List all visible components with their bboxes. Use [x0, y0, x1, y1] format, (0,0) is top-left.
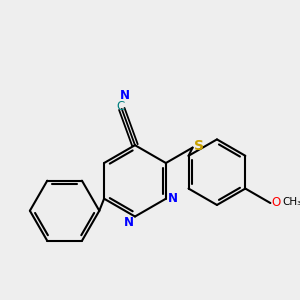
- Text: O: O: [272, 196, 281, 208]
- Text: N: N: [124, 216, 134, 229]
- Text: S: S: [194, 139, 204, 153]
- Text: CH₃: CH₃: [282, 197, 300, 207]
- Text: N: N: [168, 192, 178, 205]
- Text: C: C: [117, 100, 125, 112]
- Text: N: N: [120, 89, 130, 102]
